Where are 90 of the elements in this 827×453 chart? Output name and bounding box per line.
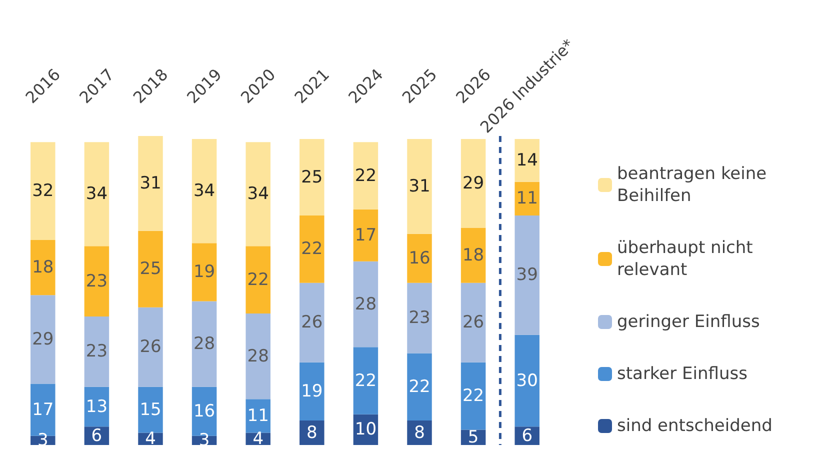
bar bbox=[300, 362, 324, 421]
bar bbox=[407, 282, 432, 354]
bar bbox=[353, 142, 378, 210]
data-label: 28 bbox=[193, 334, 216, 354]
bar bbox=[300, 139, 324, 216]
bar bbox=[246, 142, 270, 246]
data-label: 19 bbox=[193, 262, 216, 282]
bar bbox=[192, 243, 217, 302]
legend-label: überhaupt nicht relevant bbox=[617, 238, 758, 280]
data-label: 15 bbox=[140, 400, 162, 420]
data-label: 23 bbox=[408, 308, 430, 328]
data-label: 26 bbox=[301, 312, 323, 333]
data-label: 26 bbox=[462, 312, 484, 333]
data-label: 18 bbox=[32, 258, 54, 278]
bar bbox=[353, 261, 378, 348]
data-label: 25 bbox=[140, 259, 162, 280]
bar bbox=[84, 316, 110, 387]
data-label: 29 bbox=[32, 329, 54, 350]
data-label: 8 bbox=[306, 422, 318, 443]
bar bbox=[138, 136, 163, 231]
data-label: 16 bbox=[193, 401, 216, 422]
legend-label: geringer Einfluss bbox=[617, 312, 760, 332]
bar bbox=[407, 234, 432, 283]
data-label: 17 bbox=[354, 225, 377, 246]
bar bbox=[30, 240, 56, 296]
data-label: 32 bbox=[32, 181, 54, 202]
bar bbox=[138, 230, 163, 308]
bar bbox=[460, 228, 486, 283]
data-label: 19 bbox=[301, 381, 323, 402]
bar bbox=[514, 139, 540, 182]
bar bbox=[192, 139, 217, 244]
data-label: 34 bbox=[86, 184, 108, 204]
data-label: 28 bbox=[354, 294, 377, 314]
data-label: 5 bbox=[468, 427, 479, 448]
bar bbox=[460, 362, 486, 430]
data-label: 13 bbox=[86, 396, 108, 417]
data-label: 22 bbox=[462, 386, 484, 406]
data-label: 22 bbox=[354, 166, 377, 186]
data-label: 23 bbox=[86, 271, 108, 292]
bar bbox=[514, 182, 540, 216]
data-label: 17 bbox=[32, 400, 54, 420]
data-label: 18 bbox=[462, 245, 484, 266]
bar bbox=[460, 282, 486, 362]
data-label: 16 bbox=[408, 248, 430, 268]
bar bbox=[246, 246, 270, 314]
data-label: 22 bbox=[301, 239, 323, 260]
data-label: 6 bbox=[522, 426, 533, 446]
data-label: 8 bbox=[414, 422, 425, 443]
data-label: 4 bbox=[252, 428, 264, 449]
bar bbox=[138, 307, 163, 387]
bar bbox=[246, 313, 270, 400]
bar bbox=[84, 246, 110, 317]
data-label: 22 bbox=[408, 376, 430, 397]
data-label: 22 bbox=[354, 370, 377, 391]
data-label: 10 bbox=[354, 420, 377, 440]
data-label: 39 bbox=[516, 265, 538, 286]
bar bbox=[192, 301, 217, 387]
data-label: 11 bbox=[247, 406, 269, 426]
bar bbox=[460, 139, 486, 228]
data-label: 26 bbox=[140, 337, 162, 358]
bar bbox=[138, 386, 163, 433]
bar bbox=[300, 282, 324, 362]
bar bbox=[514, 334, 540, 427]
data-label: 29 bbox=[462, 173, 484, 194]
legend-label: starker Einfluss bbox=[617, 364, 748, 384]
data-label: 14 bbox=[516, 150, 538, 170]
data-label: 6 bbox=[91, 426, 102, 446]
data-label: 11 bbox=[516, 188, 538, 209]
data-label: 30 bbox=[516, 370, 538, 391]
bar bbox=[407, 353, 432, 421]
bar bbox=[514, 216, 540, 335]
data-label: 4 bbox=[145, 428, 156, 449]
bar bbox=[300, 216, 324, 283]
bar bbox=[84, 142, 110, 246]
bar bbox=[30, 295, 56, 384]
legend-label: sind entscheidend bbox=[617, 416, 772, 436]
bar bbox=[30, 142, 56, 240]
data-label: 34 bbox=[247, 184, 269, 204]
data-label: 22 bbox=[247, 270, 269, 290]
bar bbox=[353, 209, 378, 262]
bar bbox=[246, 399, 270, 433]
data-label: 23 bbox=[86, 342, 108, 362]
data-label: 28 bbox=[247, 346, 269, 366]
data-label: 25 bbox=[301, 167, 323, 188]
bar bbox=[353, 347, 378, 414]
data-label: 31 bbox=[408, 176, 430, 196]
bar bbox=[407, 139, 432, 234]
data-label: 31 bbox=[140, 173, 162, 194]
data-label: 34 bbox=[193, 181, 216, 202]
legend-label: beantragen keine Beihilfen bbox=[617, 164, 772, 206]
